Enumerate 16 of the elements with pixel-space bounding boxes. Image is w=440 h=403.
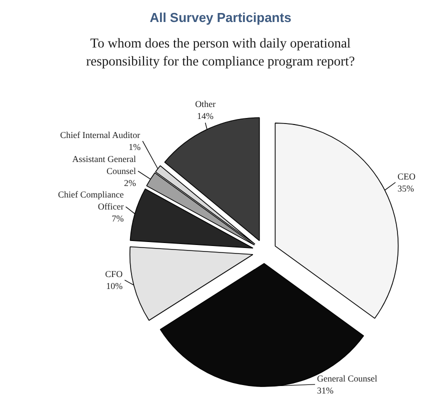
data-label: 2% [124,178,137,188]
slice-label: Other [195,98,216,109]
slice-label: CFO [105,269,124,280]
slice-label: Assistant General Counsel [72,154,137,176]
data-label: 14% [197,110,214,121]
slice-label: General Counsel [317,373,378,384]
data-label: 31% [317,385,334,396]
data-label: 7% [112,214,124,224]
slice-label: Chief Compliance Officer [58,190,124,212]
slice-label: Chief Internal Auditor [60,130,140,140]
slice-label: CEO [397,171,416,182]
chart-subtitle: To whom does the person with daily operational responsibility for the compliance program report? [86,36,355,68]
chart-title: All Survey Participants [150,10,292,25]
data-label: 1% [128,142,142,152]
data-label: 10% [106,281,124,292]
data-label: 35% [397,183,414,194]
